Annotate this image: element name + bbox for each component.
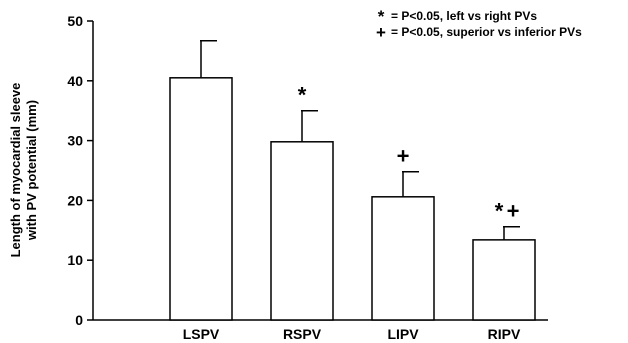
legend-symbol: * bbox=[378, 7, 385, 26]
bar-ripv bbox=[472, 239, 536, 321]
bar-lspv bbox=[169, 77, 233, 321]
y-tick-label: 30 bbox=[67, 133, 83, 149]
x-category-label: RSPV bbox=[283, 326, 322, 342]
plus-mark: + bbox=[397, 144, 410, 169]
y-axis-label-line-2: with PV potential (mm) bbox=[24, 100, 39, 241]
asterisk-mark: * bbox=[298, 83, 307, 108]
plus-mark: + bbox=[507, 199, 520, 224]
y-axis-label-line-1: Length of myocardial sleeve bbox=[8, 83, 23, 258]
y-tick-label: 20 bbox=[67, 192, 83, 208]
asterisk-mark: * bbox=[495, 199, 504, 224]
legend: * = P<0.05, left vs right PVs + = P<0.05, s… bbox=[376, 7, 582, 42]
x-category-label: RIPV bbox=[488, 326, 521, 342]
x-category-label: LSPV bbox=[183, 326, 220, 342]
bar-lipv bbox=[371, 196, 435, 321]
y-tick-label: 50 bbox=[67, 13, 83, 29]
legend-symbol: + bbox=[376, 23, 386, 42]
error-bars bbox=[200, 39, 520, 240]
bar-rspv bbox=[270, 141, 334, 321]
y-tick-label: 10 bbox=[67, 252, 83, 268]
x-axis: LSPV RSPV LIPV RIPV bbox=[93, 319, 548, 342]
x-category-label: LIPV bbox=[387, 326, 419, 342]
y-tick-label: 0 bbox=[75, 312, 83, 328]
y-axis: 0 10 20 30 40 50 bbox=[67, 13, 94, 328]
legend-entry: = P<0.05, superior vs inferior PVs bbox=[391, 25, 582, 39]
y-tick-label: 40 bbox=[67, 73, 83, 89]
legend-entry: = P<0.05, left vs right PVs bbox=[391, 9, 537, 23]
bars bbox=[169, 77, 536, 321]
significance-marks: *+* + bbox=[298, 83, 520, 224]
